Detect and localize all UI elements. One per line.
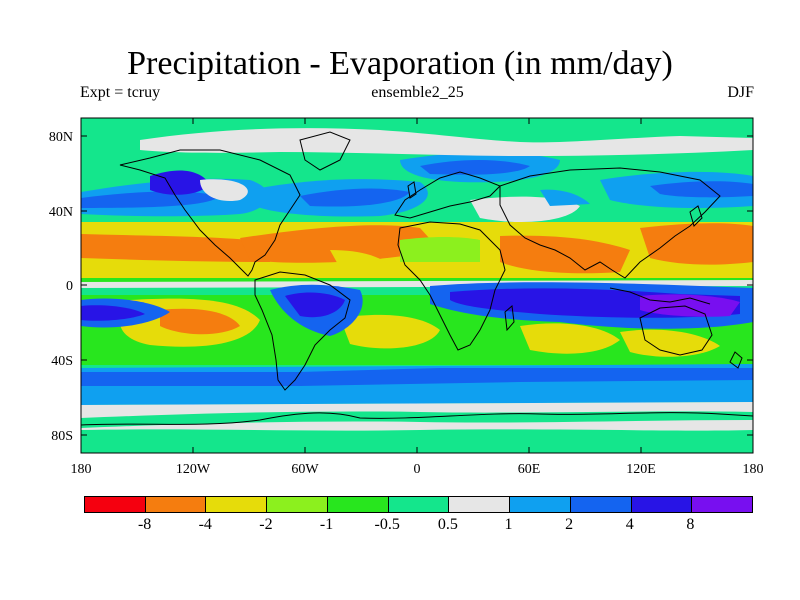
lat-label: 0 [66, 279, 73, 294]
lat-label: 80N [49, 130, 73, 145]
field-sahara [400, 237, 480, 262]
colorbar [84, 496, 753, 513]
lat-label: 80S [51, 429, 73, 444]
lon-label: 120W [176, 462, 211, 477]
lon-label: 120E [626, 462, 656, 477]
axis-ticks [80, 118, 754, 453]
field-arctic-edge [81, 118, 753, 132]
colorbar-label: -4 [198, 516, 212, 533]
coast-north-america [119, 149, 301, 277]
colorbar-box [267, 497, 328, 512]
field-caspian-wet [540, 189, 590, 206]
colorbar-label: 1 [504, 516, 513, 533]
colorbar-label: 4 [625, 516, 634, 533]
lon-label: 180 [71, 462, 92, 477]
colorbar-box [570, 497, 632, 512]
field-atlantic-inner [330, 250, 390, 268]
coastlines [81, 131, 753, 426]
colorbar-box [631, 497, 693, 512]
field-australia-dry [620, 329, 720, 357]
colorbar-box [692, 497, 753, 512]
field-antarctic-interior [81, 429, 753, 453]
coast-south-america [254, 271, 351, 391]
colorbar-label: -0.5 [374, 516, 400, 533]
field-europe-wet-core [420, 160, 530, 175]
field-n-pacific-dry-east [81, 234, 270, 262]
lat-label: 40S [51, 354, 73, 369]
season-label: DJF [727, 84, 754, 101]
field-spcz-east-core [81, 305, 145, 321]
lat-label: 40N [49, 205, 73, 220]
colorbar-label: 2 [565, 516, 574, 533]
experiment-label: Expt = tcruy [80, 84, 161, 101]
field-n-atlantic-storm-core [300, 188, 410, 207]
colorbar-box [85, 497, 146, 512]
coast-antarctica [81, 412, 753, 426]
colorbar-label: -8 [137, 516, 152, 533]
coast-japan [689, 205, 703, 227]
lon-label: 180 [743, 462, 764, 477]
field-antarctic-coast [81, 411, 753, 428]
field-n-pacific-storm-core [81, 191, 220, 208]
coast-madagascar [504, 305, 515, 332]
colorbar-label: 0.5 [437, 516, 458, 533]
field-amazon-core [285, 292, 345, 318]
lon-labels: 180 120W 60W 0 60E 120E 180 [71, 462, 764, 477]
field-se-pacific-dry-core [160, 308, 240, 335]
coast-africa [397, 221, 506, 351]
colorbar-box [145, 497, 207, 512]
lon-label: 0 [414, 462, 421, 477]
contour-fill-layer [81, 118, 753, 453]
colorbar-box [449, 497, 511, 512]
lon-label: 60E [518, 462, 541, 477]
field-w-pacific-dry [640, 223, 753, 265]
coast-new-zealand [729, 351, 743, 369]
colorbar-label: 8 [686, 516, 695, 533]
colorbar-label: -2 [259, 516, 273, 533]
lat-labels: 80N 40N 0 40S 80S [49, 130, 73, 444]
field-southern-ocean-2 [81, 368, 753, 386]
field-s-indian-dry [520, 323, 620, 354]
coast-indonesia [609, 287, 711, 305]
coast-greenland [299, 131, 351, 171]
field-north-america-dry [200, 179, 248, 202]
field-s-atlantic-dry [340, 314, 440, 349]
lon-label: 60W [291, 462, 319, 477]
coast-uk [407, 181, 417, 199]
ensemble-label: ensemble2_25 [371, 84, 464, 101]
field-arctic-dry [140, 128, 753, 156]
field-alaska-wet [150, 170, 210, 195]
colorbar-box [206, 497, 268, 512]
colorbar-box [510, 497, 571, 512]
coast-australia [639, 305, 713, 356]
field-n-atlantic-dry [240, 225, 440, 263]
coast-asia [499, 167, 721, 279]
colorbar-box [327, 497, 389, 512]
chart-title: Precipitation - Evaporation (in mm/day) [127, 45, 673, 82]
field-nw-pacific-wet-core [650, 181, 753, 198]
colorbar-box [388, 497, 450, 512]
colorbar-labels: -8 -4 -2 -1 -0.5 0.5 1 2 4 8 [84, 516, 751, 536]
field-warm-pool-max [640, 294, 740, 317]
colorbar-label: -1 [319, 516, 334, 533]
